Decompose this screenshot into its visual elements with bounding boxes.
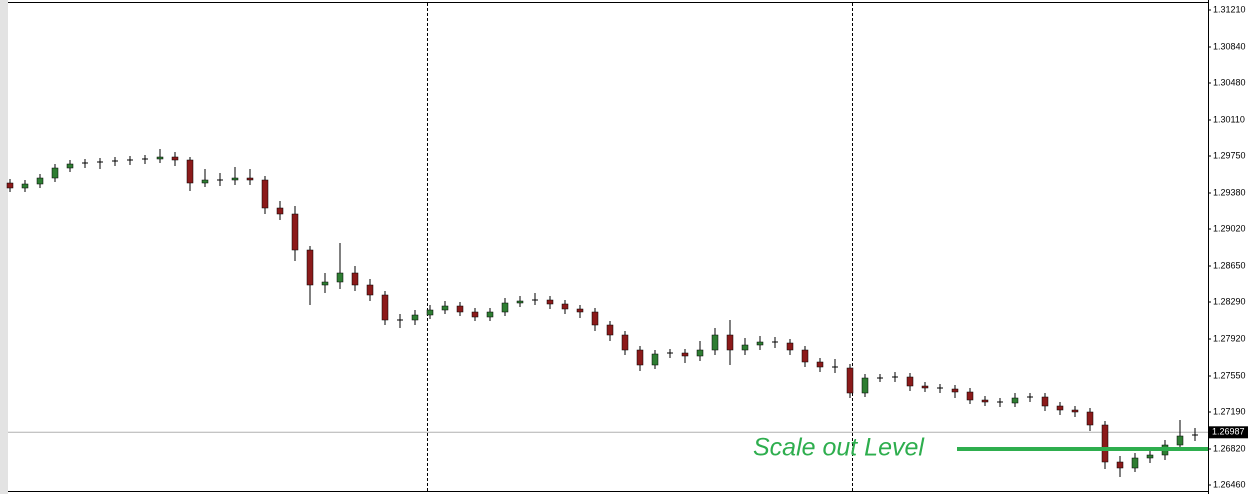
candle-body [366, 284, 374, 296]
y-tick-label: 1.27920 [1213, 333, 1246, 343]
candle-body [201, 179, 209, 184]
current-price-box [1209, 426, 1248, 439]
candle-body [441, 305, 449, 311]
candle-body [291, 213, 299, 251]
candle-body [651, 353, 659, 366]
candle-body [156, 156, 164, 160]
candle-body [1101, 424, 1109, 463]
candle-body [756, 341, 764, 346]
current-price-label: 1.26987 [1212, 427, 1245, 437]
candle-body [516, 300, 524, 304]
candle-body [51, 167, 59, 179]
candle-body [681, 352, 689, 357]
y-tick-label: 1.27190 [1213, 406, 1246, 416]
candle-body [246, 177, 254, 181]
candle-body [171, 156, 179, 161]
candle-body [1041, 396, 1049, 407]
candle-body [846, 367, 854, 394]
candle-body [1131, 457, 1139, 469]
y-tick-label: 1.26820 [1213, 443, 1246, 453]
candle-body [606, 324, 614, 336]
candle-body [861, 377, 869, 394]
left-strip [0, 0, 8, 494]
candle-body [501, 302, 509, 313]
candle-body [801, 349, 809, 363]
y-tick-label: 1.30110 [1213, 114, 1245, 124]
candle-body [336, 272, 344, 283]
candle-body [636, 349, 644, 366]
candle-body [1176, 435, 1184, 446]
candle-body [36, 177, 44, 185]
candle-body [921, 385, 929, 389]
candle-body [231, 177, 239, 181]
candle-body [546, 299, 554, 305]
candle-body [426, 309, 434, 316]
candle-body [951, 388, 959, 393]
candle-body [621, 334, 629, 351]
candle-body [381, 294, 389, 321]
candle-body [261, 179, 269, 209]
candle-body [816, 361, 824, 368]
candle-body [966, 391, 974, 401]
candle-body [471, 311, 479, 318]
candle-body [276, 207, 284, 215]
candle-body [1056, 405, 1064, 411]
candle-body [21, 183, 29, 189]
y-tick-label: 1.28290 [1213, 296, 1246, 306]
candle-body [1116, 461, 1124, 469]
candle-body [486, 311, 494, 318]
y-tick-label: 1.29750 [1213, 150, 1246, 160]
candle-body [591, 311, 599, 326]
candle-body [981, 399, 989, 403]
candle-body [186, 159, 194, 184]
candle-body [66, 163, 74, 169]
candle-body [696, 349, 704, 357]
candle-body [741, 344, 749, 351]
candle-body [576, 308, 584, 313]
candle-body [321, 281, 329, 286]
candle-body [1071, 409, 1079, 413]
candle-body [786, 342, 794, 351]
candle-body [6, 182, 14, 189]
y-tick-label: 1.26460 [1213, 479, 1246, 489]
candle-body [726, 334, 734, 351]
candle-body [1146, 454, 1154, 459]
candle-body [561, 303, 569, 310]
y-tick-label: 1.30480 [1213, 77, 1246, 87]
y-tick-label: 1.27550 [1213, 370, 1246, 380]
y-tick-label: 1.28650 [1213, 260, 1246, 270]
y-tick-label: 1.29380 [1213, 187, 1246, 197]
candle-body [711, 334, 719, 351]
y-tick-label: 1.31210 [1213, 4, 1246, 14]
candle-body [351, 272, 359, 286]
candle-body [456, 305, 464, 313]
y-tick-label: 1.30840 [1213, 41, 1246, 51]
candle-body [1011, 397, 1019, 404]
candle-body [306, 249, 314, 286]
y-tick-label: 1.29020 [1213, 223, 1246, 233]
scale-out-label: Scale out Level [753, 434, 925, 462]
candle-body [1086, 411, 1094, 426]
candle-body [411, 314, 419, 321]
candle-body [906, 376, 914, 387]
